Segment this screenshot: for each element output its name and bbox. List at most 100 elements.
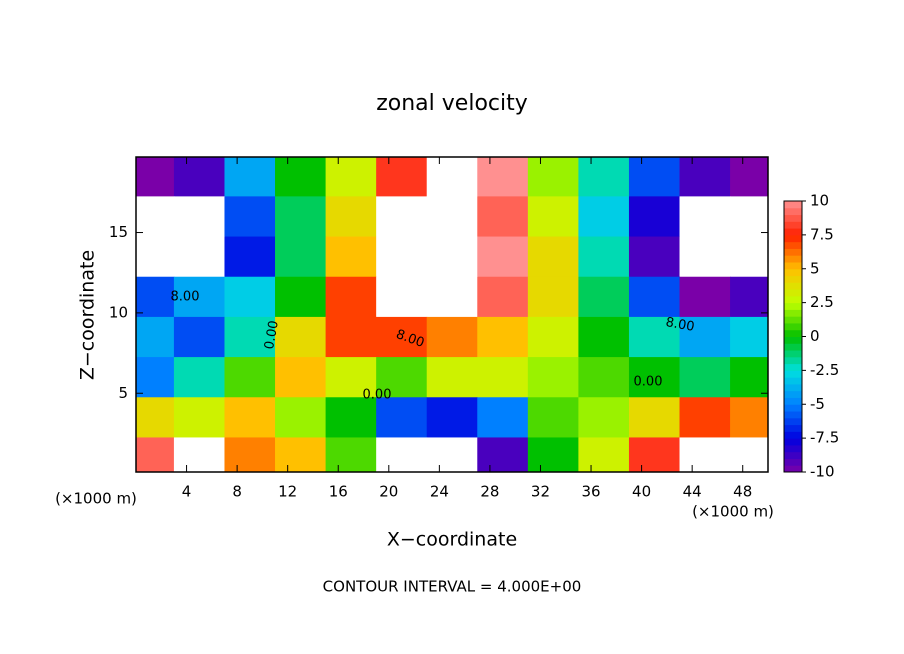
contour-label: 8.00 <box>664 315 695 335</box>
field-cell <box>325 437 377 473</box>
field-cell <box>477 437 529 473</box>
field-cell <box>426 196 478 238</box>
field-cell <box>730 437 769 473</box>
colorbar-band <box>784 289 802 297</box>
field-cell <box>376 236 428 278</box>
field-cell <box>730 357 769 398</box>
colorbar-band <box>784 309 802 317</box>
x-tick-label: 4 <box>182 483 192 501</box>
colorbar-band <box>784 411 802 419</box>
field-cell <box>628 196 681 238</box>
field-cell <box>224 316 276 358</box>
field-cell <box>224 157 276 197</box>
field-cell <box>426 397 478 438</box>
field-cell <box>477 157 529 197</box>
field-cell <box>628 357 681 398</box>
field-cell <box>173 196 225 238</box>
field-cell <box>136 157 175 197</box>
field-cell <box>275 196 327 238</box>
field-cell <box>224 276 276 318</box>
field-cell <box>426 437 478 473</box>
colorbar-tick-label: 7.5 <box>810 225 834 243</box>
field-cell <box>136 357 175 398</box>
field-cell <box>628 236 681 278</box>
y-tick-label: 15 <box>109 223 128 241</box>
field-cell <box>730 236 769 278</box>
field-cell <box>679 316 731 358</box>
x-tick-label: 32 <box>531 483 550 501</box>
field-cell <box>628 437 681 473</box>
field-cell <box>730 316 769 358</box>
colorbar-band <box>784 228 802 236</box>
field-cell <box>679 437 731 473</box>
colorbar-band <box>784 302 802 310</box>
field-cell <box>275 397 327 438</box>
field-cell <box>325 236 377 278</box>
field-cell <box>679 196 731 238</box>
field-cell <box>173 397 225 438</box>
y-axis-label: Z−coordinate <box>77 250 99 380</box>
field-cell <box>730 397 769 438</box>
colorbar-band <box>784 255 802 263</box>
colorbar-band <box>784 383 802 392</box>
colorbar-band <box>784 221 802 229</box>
field-cell <box>173 316 225 358</box>
field-cell <box>376 397 428 438</box>
field-cell <box>325 157 377 197</box>
field-cell <box>578 357 630 398</box>
field-cell <box>679 276 731 318</box>
x-tick-label: 16 <box>329 483 348 501</box>
colorbar-tick-label: 2.5 <box>810 293 834 311</box>
x-tick-label: 20 <box>379 483 398 501</box>
colorbar-band <box>784 377 802 385</box>
x-unit-right: (×1000 m) <box>692 503 774 521</box>
field-cell <box>628 316 681 358</box>
colorbar-tick-label: -10 <box>810 463 835 481</box>
plot-frame <box>135 156 769 473</box>
colorbar-band <box>784 234 802 243</box>
field-cell <box>275 276 327 318</box>
colorbar-band <box>784 248 802 256</box>
field-cell <box>578 157 630 197</box>
contour-label: 0.00 <box>262 319 282 350</box>
field-cell <box>578 437 630 473</box>
field-cell <box>477 397 529 438</box>
colorbar-band <box>784 465 802 473</box>
field-cell <box>224 437 276 473</box>
x-tick-label: 28 <box>480 483 499 501</box>
colorbar-band <box>784 424 802 432</box>
field-cell <box>325 316 377 358</box>
colorbar-band <box>784 417 802 426</box>
field-cell <box>376 157 428 197</box>
contour-label: 0.00 <box>634 375 663 390</box>
field-cell <box>224 357 276 398</box>
chart-title: zonal velocity <box>376 91 528 116</box>
colorbar-tick-label: -7.5 <box>810 429 839 447</box>
field-cell <box>578 276 630 318</box>
field-cell <box>578 236 630 278</box>
field-cell <box>426 316 478 358</box>
field-cell <box>275 157 327 197</box>
field-cell <box>730 276 769 318</box>
field-cell <box>426 276 478 318</box>
y-tick-label: 10 <box>109 303 128 321</box>
colorbar-tick-label: -2.5 <box>810 361 839 379</box>
field-cell <box>730 157 769 197</box>
colorbar-band <box>784 295 802 304</box>
colorbar-tick-label: 0 <box>810 327 820 345</box>
field-cell <box>527 397 579 438</box>
field-cell <box>527 236 579 278</box>
field-cell <box>136 437 175 473</box>
field-cell <box>578 196 630 238</box>
colorbar-band <box>784 390 802 398</box>
field-cell <box>628 157 681 197</box>
field-cell <box>628 276 681 318</box>
x-tick-label: 44 <box>683 483 702 501</box>
field-cell <box>477 357 529 398</box>
colorbar-tick-label: 10 <box>810 192 829 210</box>
field-cell <box>527 276 579 318</box>
colorbar-band <box>784 444 802 453</box>
field-cell <box>275 357 327 398</box>
